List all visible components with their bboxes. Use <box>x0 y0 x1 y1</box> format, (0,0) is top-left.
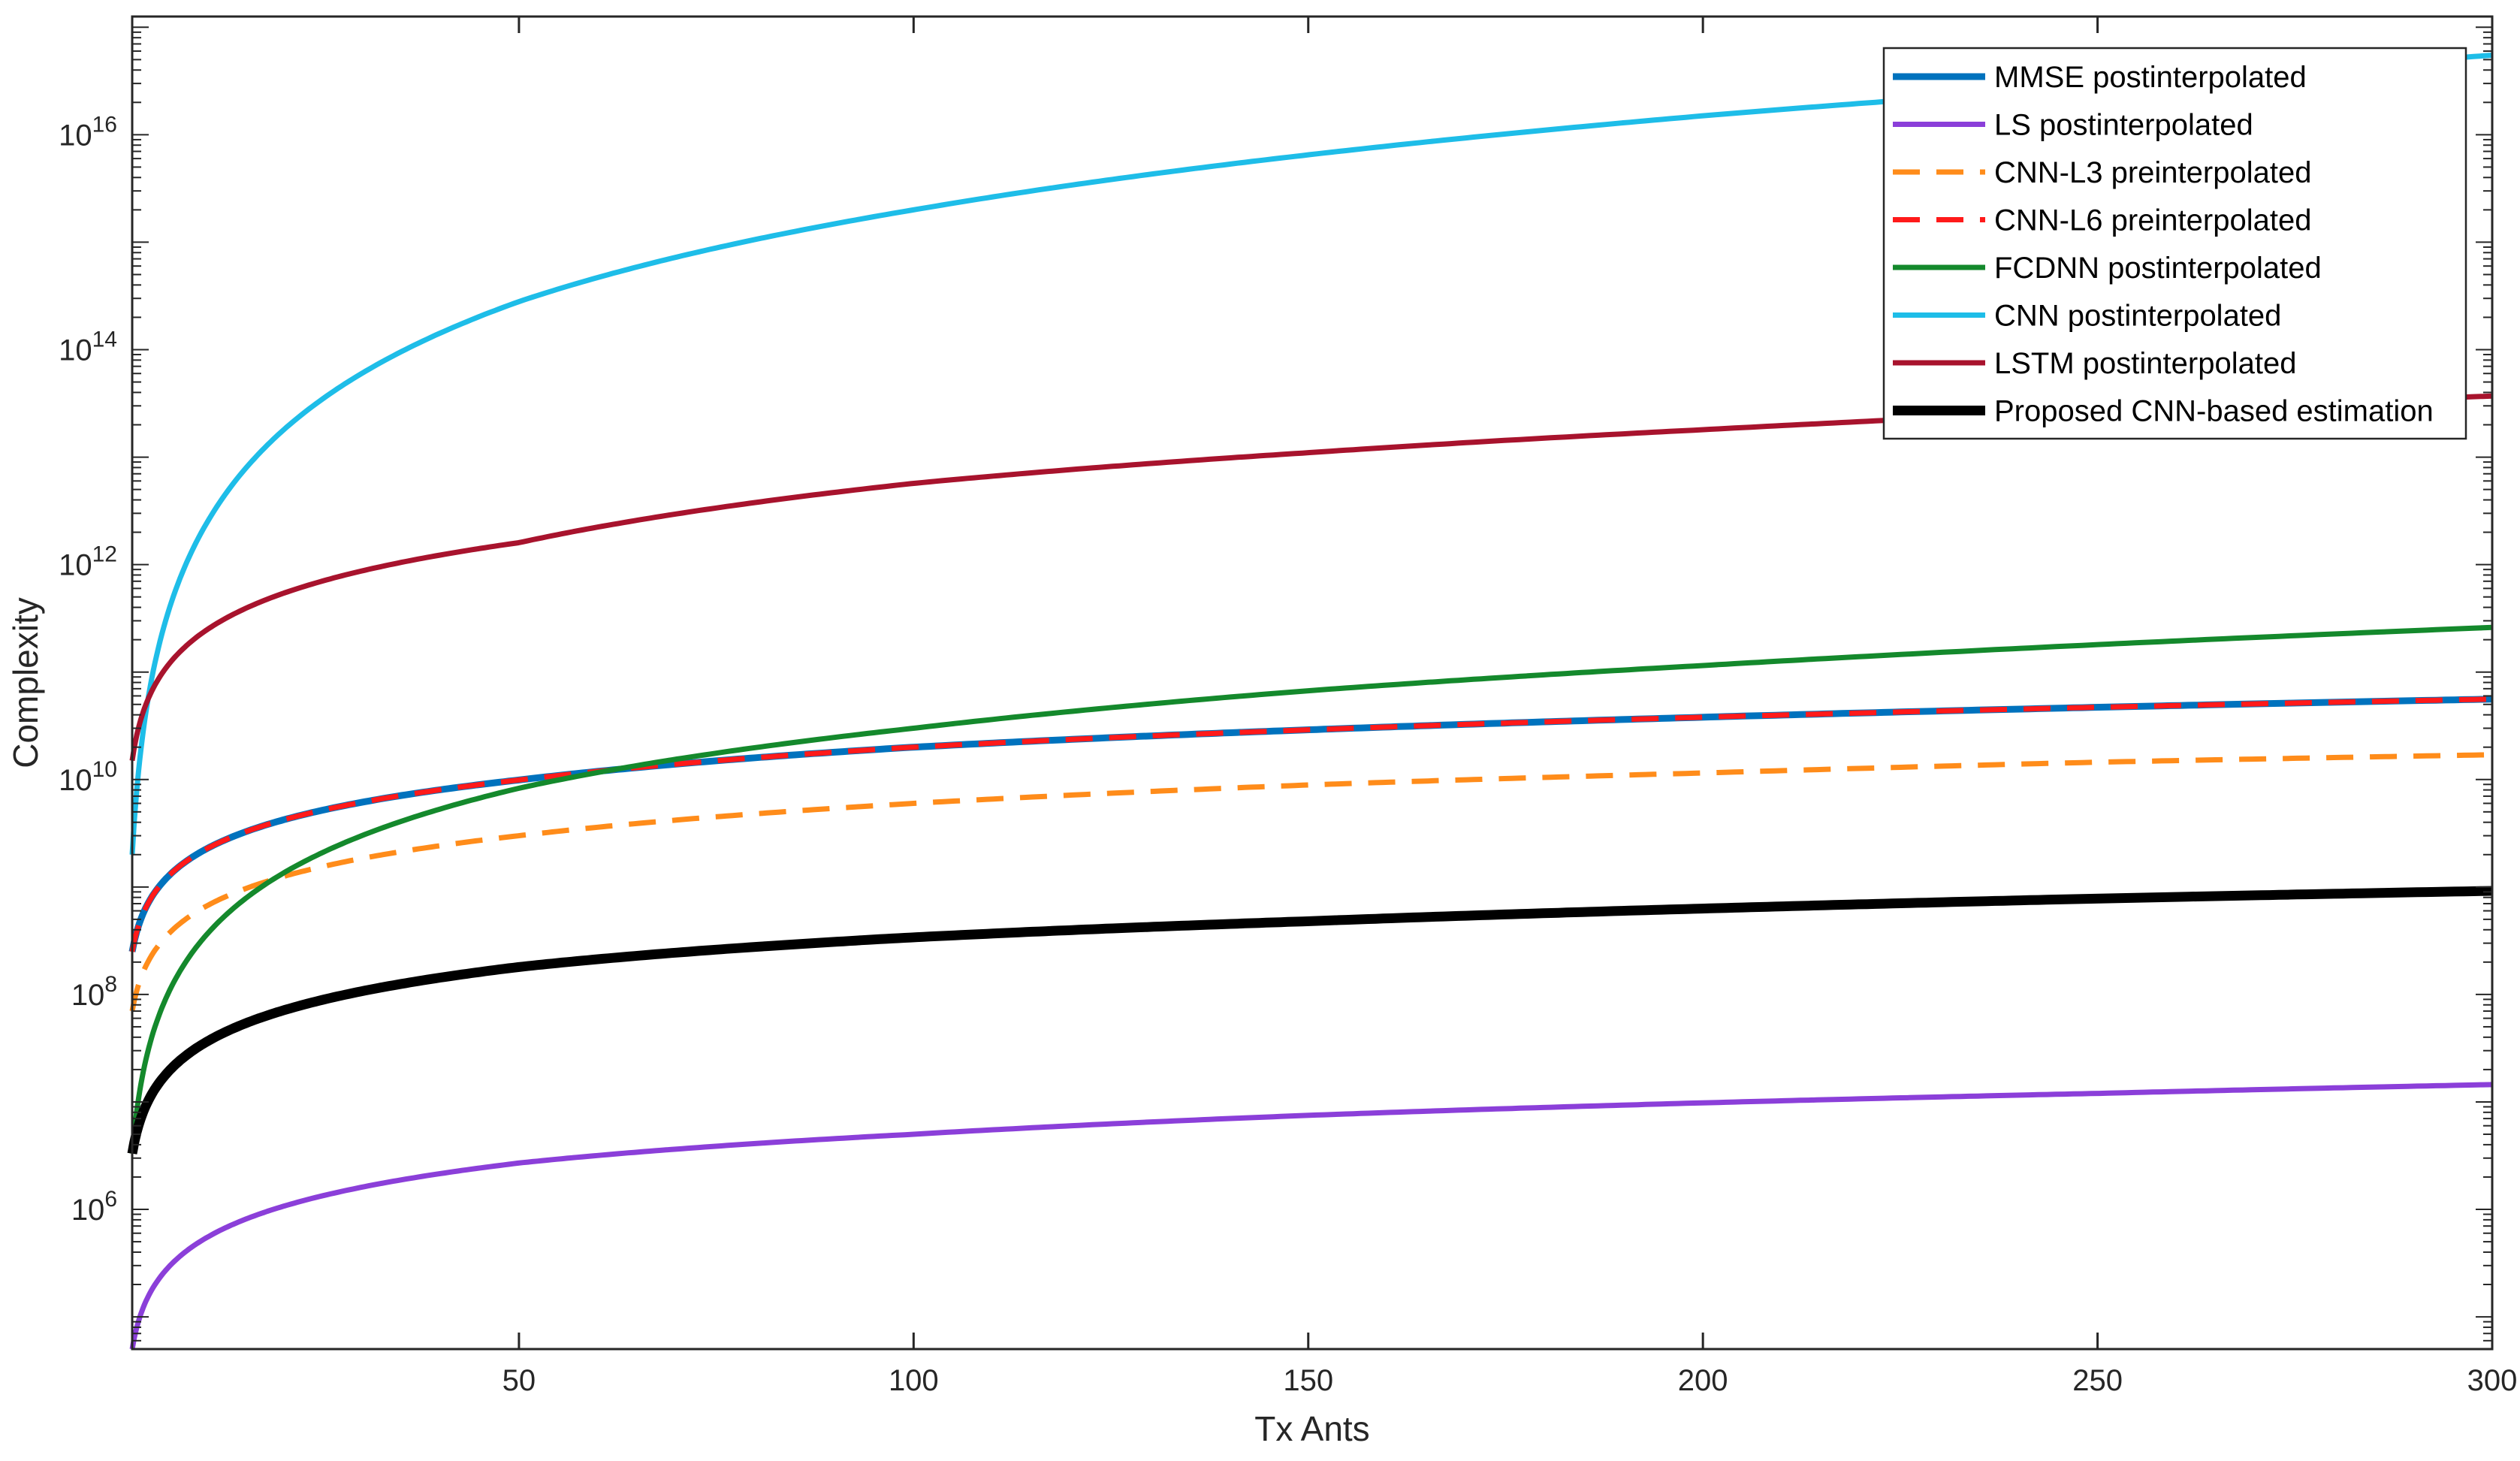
series-line-5 <box>129 624 2493 1155</box>
y-tick-label: 106 <box>71 1187 117 1227</box>
y-tick-label: 1016 <box>59 112 117 152</box>
x-tick-label: 300 <box>2467 1364 2518 1397</box>
legend-entry-label: MMSE postinterpolated <box>1994 61 2307 94</box>
legend-entry-label: FCDNN postinterpolated <box>1994 252 2322 285</box>
legend-entry-label: CNN postinterpolated <box>1994 300 2281 333</box>
y-tick-label: 1012 <box>59 542 117 582</box>
y-tick-label: 1014 <box>59 328 117 367</box>
series-line-4 <box>129 696 2493 954</box>
series-line-2 <box>129 1082 2493 1351</box>
legend-entry-label: LSTM postinterpolated <box>1994 347 2296 380</box>
y-tick-label: 108 <box>71 972 117 1012</box>
legend-entry-label: CNN-L3 preinterpolated <box>1994 156 2311 189</box>
series-line-8 <box>127 886 2493 1158</box>
legend-entry-label: LS postinterpolated <box>1994 109 2253 142</box>
legend-box <box>1882 47 2467 440</box>
x-tick-label: 200 <box>1678 1364 1728 1397</box>
legend-entry-label: CNN-L6 preinterpolated <box>1994 204 2311 237</box>
y-axis-label: Complexity <box>6 597 45 768</box>
x-tick-label: 100 <box>889 1364 939 1397</box>
x-tick-label: 50 <box>502 1364 536 1397</box>
x-axis-label: Tx Ants <box>1254 1409 1369 1448</box>
x-tick-label: 150 <box>1283 1364 1333 1397</box>
y-tick-label: 1010 <box>59 757 117 797</box>
ticks-layer: 50 100 150 200 250 300 106 108 1010 1012 1014 1016 <box>59 17 2517 1397</box>
legend: MMSE postinterpolated LS postinterpolated… <box>1882 47 2467 440</box>
x-tick-label: 250 <box>2072 1364 2123 1397</box>
legend-entry-label: Proposed CNN-based estimation <box>1994 395 2434 428</box>
